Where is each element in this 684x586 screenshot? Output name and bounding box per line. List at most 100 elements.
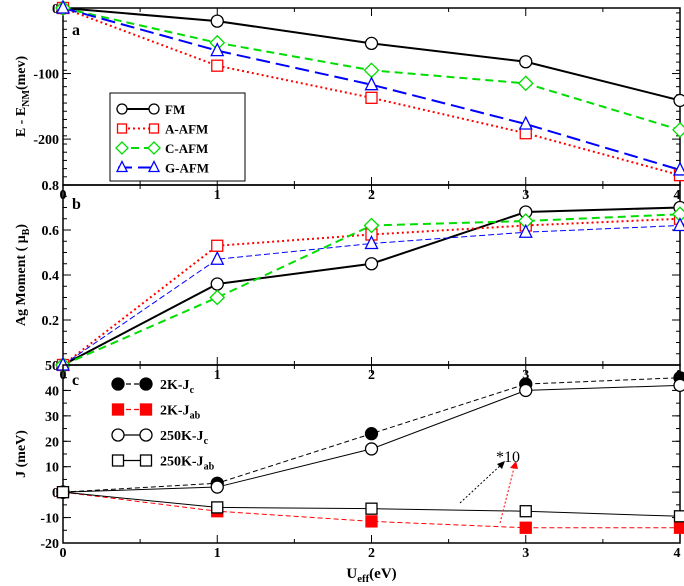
data-point-G-AFM <box>364 235 379 250</box>
legend-marker-FM <box>116 103 128 115</box>
y-tick-label: 0.6 <box>42 224 60 239</box>
data-point-G-AFM <box>364 76 379 91</box>
data-point-C-AFM <box>363 217 380 234</box>
y-tick-label: 10 <box>45 461 59 476</box>
data-point-G-AFM <box>518 223 533 238</box>
data-point-250K-Jc <box>519 383 533 398</box>
data-point-A-AFM <box>211 239 224 252</box>
y-axis-label: J (meV) <box>14 430 29 478</box>
legend-marker-FM <box>148 103 160 115</box>
x-tick-label: 1 <box>214 188 221 203</box>
legend-label-G-AFM: G-AFM <box>165 161 209 176</box>
data-point-A-AFM <box>365 91 378 104</box>
x-tick-label: 2 <box>368 368 375 383</box>
annotation-arrow-red <box>499 463 516 524</box>
x-tick-label: 1 <box>214 546 221 561</box>
x-tick-label: 3 <box>522 188 529 203</box>
series-line-A-AFM <box>62 217 681 366</box>
data-point-G-AFM <box>210 42 225 57</box>
panel-letter: a <box>72 22 80 39</box>
data-point-250K-Jab <box>519 505 532 518</box>
plot-frame <box>62 184 681 366</box>
legend-marker-G-AFM <box>115 160 129 173</box>
legend-marker-C-AFM <box>147 141 161 155</box>
legend-marker-G-AFM <box>147 160 161 173</box>
legend-marker-2K-Jc <box>111 377 125 391</box>
y-tick-label: 0.4 <box>42 269 60 284</box>
panel-c: -20 -10 0 10 20 30 40 0 1 2 3 4 c J (meV) 2K-Jc 2K-Jab 2… <box>14 364 684 585</box>
data-point-2K-Jab <box>673 521 684 534</box>
annotation-text: *10 <box>496 449 520 466</box>
x-tick-label: 0 <box>60 546 67 561</box>
data-point-G-AFM <box>672 217 684 232</box>
y-tick-label: 0 <box>52 2 59 17</box>
x-axis-label: Ueff(eV) <box>346 566 396 585</box>
y-axis-label: E - ENM(mev) <box>14 55 32 137</box>
y-tick-label: 30 <box>45 410 59 425</box>
legend-marker-250K-Jab <box>111 454 125 467</box>
data-point-250K-Jab <box>365 502 378 515</box>
data-point-FM <box>673 93 684 108</box>
data-point-FM <box>519 55 533 69</box>
data-point-G-AFM <box>672 161 684 176</box>
series-line-2K-Jab <box>62 491 680 529</box>
data-point-G-AFM <box>55 0 71 14</box>
legend-label-C-AFM: C-AFM <box>165 141 208 156</box>
legend-marker-250K-Jc <box>139 428 153 442</box>
data-point-2K-Jab <box>365 515 378 528</box>
data-point-250K-Jab <box>56 485 70 499</box>
panel-b: 0.20.40.60123450bAg Moment ( μB) <box>14 184 684 383</box>
data-point-C-AFM <box>517 75 534 92</box>
legend-marker-250K-Jc <box>111 428 125 442</box>
legend-marker-2K-Jab <box>139 403 153 416</box>
x-tick-label: 3 <box>522 368 529 383</box>
legend-box <box>109 92 246 182</box>
legend-marker-A-AFM <box>148 123 160 134</box>
legend-marker-2K-Jc <box>139 377 153 391</box>
x-tick-label: 4 <box>674 546 681 561</box>
x-tick-label: 1 <box>214 368 221 383</box>
data-point-250K-Jc <box>210 480 224 494</box>
data-point-FM <box>210 14 224 28</box>
data-point-G-AFM <box>210 250 225 265</box>
bottom-left-label: 50 <box>45 359 59 374</box>
data-point-G-AFM <box>518 115 533 130</box>
data-point-A-AFM <box>211 59 224 72</box>
y-axis-label: Ag Moment ( μB) <box>14 224 32 326</box>
annotation-arrowhead-black <box>497 461 505 469</box>
legend-marker-C-AFM <box>115 141 129 155</box>
legend-label-2K-Jab: 2K-Jab <box>160 404 201 422</box>
y-tick-label: -10 <box>40 512 59 527</box>
bottom-left-label: 0.8 <box>42 179 60 194</box>
panel-letter: b <box>72 196 81 213</box>
legend-label-FM: FM <box>165 102 185 117</box>
y-tick-label: 0.2 <box>42 314 60 329</box>
x-tick-label: 2 <box>368 546 375 561</box>
legend-label-250K-Jc: 250K-Jc <box>160 429 209 447</box>
legend-marker-250K-Jab <box>139 454 153 467</box>
data-point-250K-Jc <box>364 442 379 456</box>
x-tick-label: 2 <box>368 188 375 203</box>
data-point-C-AFM <box>672 122 684 138</box>
legend-marker-2K-Jab <box>111 403 125 416</box>
y-tick-label: 40 <box>45 384 59 399</box>
legend-label-2K-Jc: 2K-Jc <box>160 378 195 396</box>
panel-letter: c <box>72 372 79 389</box>
y-tick-label: -100 <box>33 68 59 83</box>
x-tick-label: 3 <box>522 546 529 561</box>
legend-marker-A-AFM <box>116 123 128 134</box>
y-tick-label: -200 <box>33 133 59 148</box>
data-point-FM <box>364 36 379 51</box>
data-point-250K-Jab <box>673 510 684 523</box>
legend-label-250K-Jab: 250K-Jab <box>160 455 215 473</box>
data-point-C-AFM <box>363 62 380 79</box>
x-tick-label: 4 <box>674 188 681 203</box>
series-line-G-AFM <box>62 7 681 171</box>
data-point-250K-Jc <box>673 378 684 392</box>
data-point-FM <box>364 257 379 271</box>
data-point-FM <box>210 277 224 291</box>
data-point-250K-Jab <box>211 501 224 514</box>
data-point-C-AFM <box>209 289 226 306</box>
